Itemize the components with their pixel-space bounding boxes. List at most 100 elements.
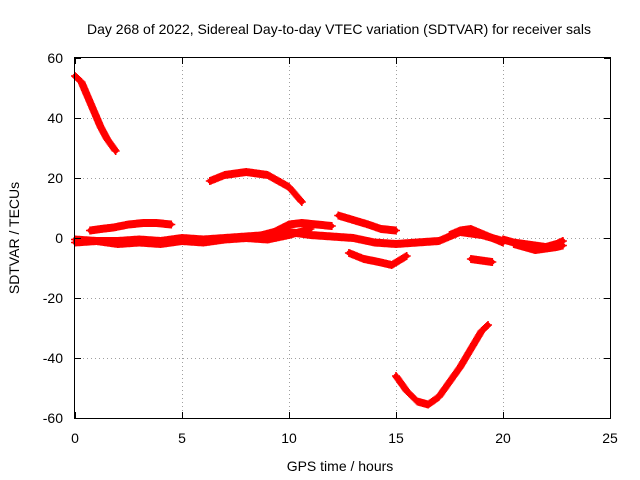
data-point [286, 222, 292, 227]
data-point [425, 402, 431, 407]
data-point [335, 213, 341, 218]
data-point [207, 178, 213, 184]
data-point [457, 228, 463, 233]
data-point [78, 79, 84, 85]
data-point [468, 226, 474, 232]
data-point [479, 258, 485, 263]
data-point [376, 259, 382, 265]
x-tick-label: 0 [71, 430, 79, 446]
axis-ticks: 0 5 10 15 20 25 -60 -40 -20 0 20 40 60 [43, 50, 618, 446]
data-point [350, 217, 356, 223]
data-point [85, 94, 91, 100]
data-point [489, 259, 495, 265]
series-arc-4 [71, 225, 315, 248]
y-axis-label: SDTVAR / TECUs [6, 182, 22, 294]
data-point [329, 223, 335, 229]
data-point [393, 228, 399, 233]
data-point [179, 238, 185, 244]
data-point [447, 379, 452, 385]
x-tick-label: 25 [602, 430, 618, 446]
data-point [329, 234, 335, 239]
y-tick-label: 60 [47, 50, 63, 66]
y-tick-label: -40 [43, 350, 63, 366]
plot-border [74, 57, 611, 419]
data-point [436, 238, 442, 244]
series-markers [344, 249, 411, 269]
data-point [489, 235, 495, 241]
data-point [393, 373, 399, 379]
y-tick-label: 20 [47, 170, 63, 186]
x-axis-label: GPS time / hours [287, 458, 394, 474]
series-arc-14 [509, 240, 567, 254]
data-point [314, 222, 320, 227]
series-group [71, 72, 567, 409]
data-point [200, 240, 206, 245]
data-point [500, 237, 506, 242]
series-markers [392, 321, 493, 409]
data-point [404, 388, 410, 394]
data-point [554, 244, 559, 250]
data-point [414, 240, 420, 245]
y-tick-label: 0 [55, 230, 63, 246]
data-point [560, 243, 566, 248]
data-point [115, 241, 121, 247]
data-point [265, 237, 271, 242]
x-tick-label: 15 [388, 430, 404, 446]
data-point [254, 234, 260, 239]
data-point [168, 222, 174, 227]
data-point [372, 240, 378, 245]
data-point [153, 220, 159, 226]
data-point [91, 109, 97, 115]
data-point [479, 328, 485, 334]
data-point [414, 399, 420, 404]
data-point [389, 262, 395, 268]
data-point [271, 229, 277, 235]
data-point [404, 253, 410, 259]
series-arc-10 [392, 321, 493, 409]
x-tick-label: 20 [495, 430, 511, 446]
series-arc-11 [445, 225, 507, 247]
series-arc-9 [344, 249, 411, 269]
data-point [457, 364, 463, 370]
series-arc-12 [466, 255, 497, 266]
series-arc-6 [252, 219, 336, 241]
y-tick-label: -20 [43, 290, 63, 306]
data-point [361, 256, 367, 262]
data-point [436, 394, 442, 400]
series-arc-1 [71, 72, 120, 155]
data-point [479, 231, 485, 236]
data-point [113, 148, 119, 154]
data-point [365, 222, 371, 227]
data-point [543, 246, 549, 251]
data-point [286, 184, 292, 190]
series-arc-5 [205, 168, 306, 206]
data-point [243, 235, 249, 241]
data-point [447, 232, 452, 238]
data-point [222, 237, 228, 242]
data-point [265, 172, 271, 178]
data-point [468, 256, 474, 262]
data-point [346, 250, 352, 256]
series-arc-7 [334, 211, 400, 235]
data-point [104, 136, 110, 142]
y-tick-label: -60 [43, 410, 63, 426]
data-point [93, 238, 99, 244]
data-point [126, 222, 131, 227]
data-point [511, 241, 517, 247]
data-point [87, 228, 93, 233]
data-point [307, 232, 313, 238]
data-point [111, 225, 117, 230]
data-point [222, 172, 228, 178]
data-point [378, 226, 384, 232]
x-tick-label: 10 [281, 430, 297, 446]
chart-title: Day 268 of 2022, Sidereal Day-to-day VTE… [87, 21, 591, 37]
data-point [98, 124, 104, 130]
series-arc-2 [85, 219, 176, 235]
data-point [98, 226, 104, 232]
data-point [299, 199, 305, 205]
data-point [140, 220, 146, 226]
data-point [243, 169, 249, 175]
x-tick-label: 5 [178, 430, 186, 446]
data-point [350, 235, 356, 241]
